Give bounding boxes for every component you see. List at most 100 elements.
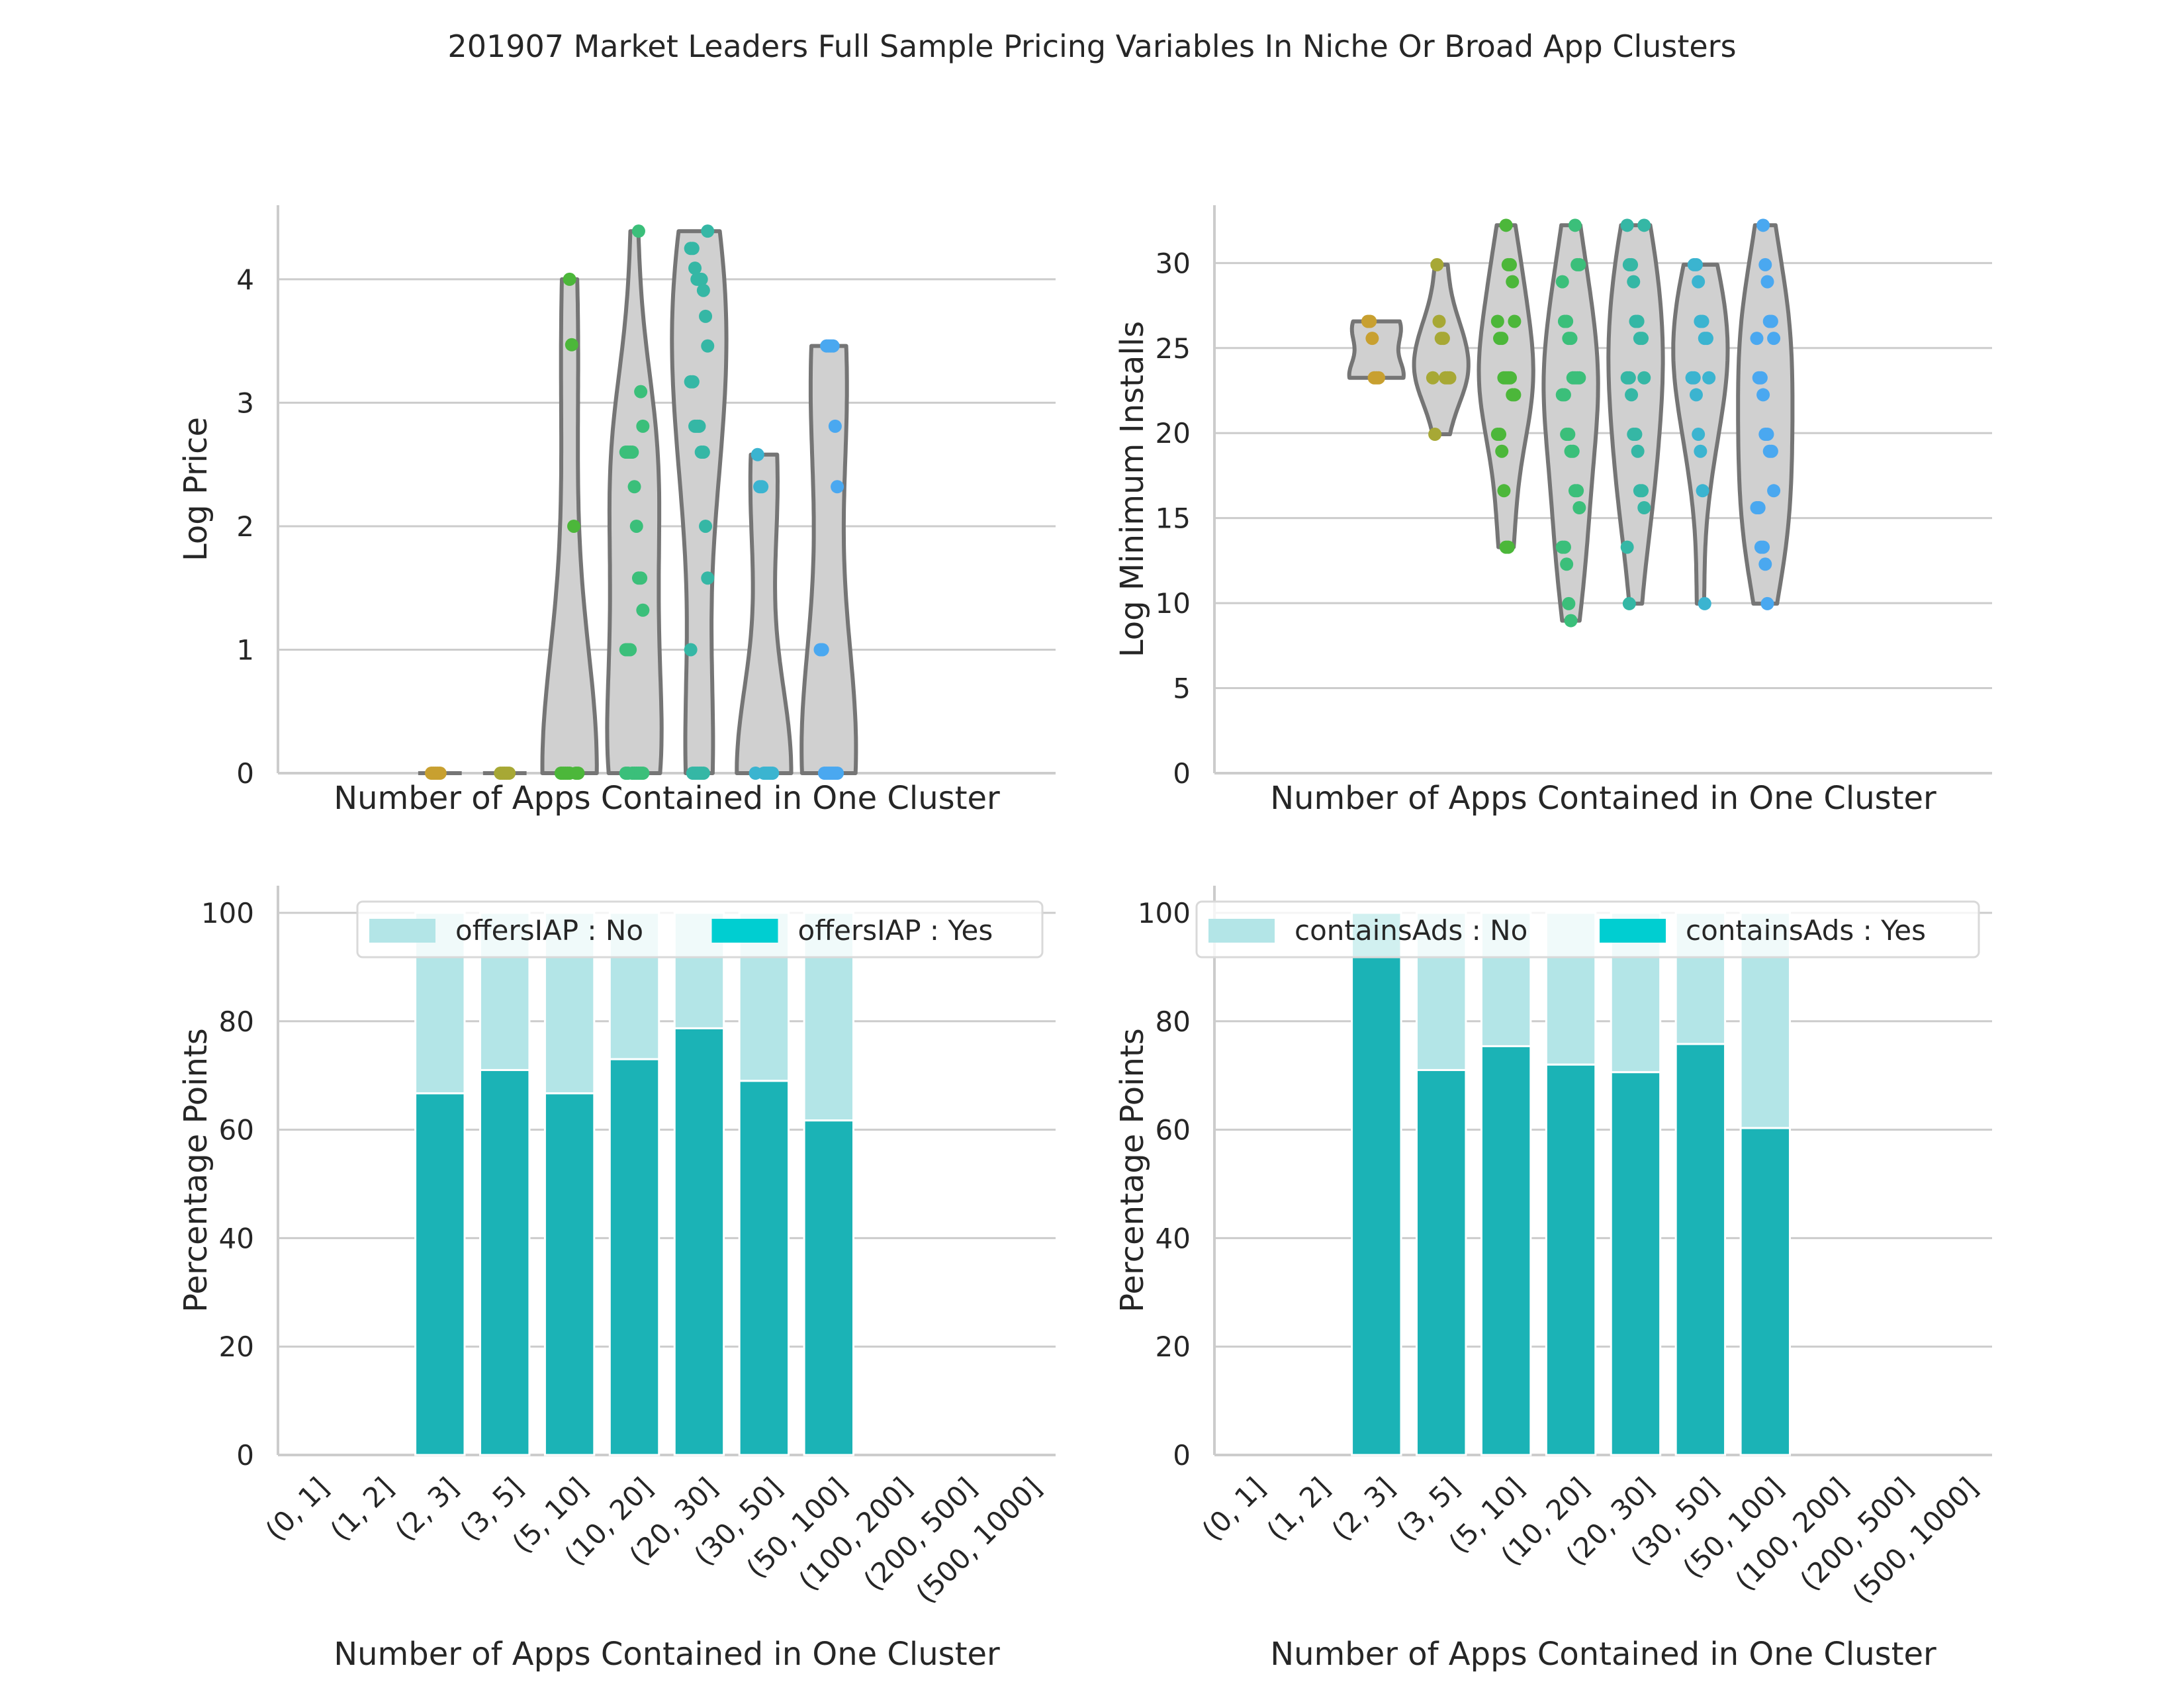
- data-point: [694, 272, 708, 286]
- data-point: [1758, 258, 1772, 271]
- violin-group: [482, 767, 527, 780]
- data-point: [1692, 428, 1706, 442]
- x-axis-label: Number of Apps Contained in One Cluster: [334, 780, 1000, 817]
- violin-body: [605, 229, 664, 775]
- legend-frame: [356, 900, 1044, 959]
- bar-segment-yes: [543, 1092, 596, 1456]
- y-tick-label: 15: [1156, 502, 1191, 535]
- data-point: [631, 224, 645, 238]
- y-tick-label: 0: [1173, 1439, 1191, 1472]
- data-point: [1756, 540, 1770, 554]
- data-point: [1443, 371, 1457, 385]
- data-point: [831, 767, 844, 780]
- y-tick-label: 20: [219, 1331, 254, 1363]
- x-axis-label: Number of Apps Contained in One Cluster: [1270, 1636, 1936, 1673]
- y-tick-label: 20: [1156, 1331, 1191, 1363]
- data-point: [1756, 218, 1770, 232]
- data-point: [1365, 332, 1379, 346]
- y-axis-label: Percentage Points: [177, 1028, 214, 1312]
- data-point: [1555, 275, 1569, 289]
- data-point: [815, 643, 829, 657]
- price-violin-panel: 0 1 2 3 4 Log Price Number of Apps Contained i…: [177, 205, 1056, 817]
- data-point: [1752, 501, 1766, 515]
- violin-body: [1347, 319, 1406, 380]
- data-point: [1562, 428, 1576, 442]
- data-point: [751, 447, 764, 461]
- data-point: [686, 375, 700, 389]
- data-point: [1694, 444, 1707, 458]
- data-point: [1568, 218, 1582, 232]
- figure-title: 201907 Market Leaders Full Sample Pricin…: [447, 28, 1736, 64]
- data-point: [1508, 314, 1522, 328]
- data-point: [1758, 557, 1772, 571]
- x-tick-label: (2, 3]: [388, 1471, 464, 1546]
- data-point: [1627, 275, 1641, 289]
- data-point: [684, 643, 698, 657]
- bar-segment-yes: [1739, 1127, 1791, 1456]
- y-axis-label: Log Price: [177, 417, 214, 561]
- data-point: [1767, 484, 1781, 498]
- data-point: [1620, 218, 1634, 232]
- data-point: [1497, 484, 1511, 498]
- data-point: [1622, 596, 1636, 610]
- y-axis-label: Percentage Points: [1114, 1028, 1151, 1312]
- data-point: [1363, 314, 1377, 328]
- data-point: [1637, 501, 1651, 515]
- data-point: [1436, 332, 1450, 346]
- legend-swatch: [1208, 919, 1275, 943]
- data-point: [1562, 596, 1576, 610]
- data-point: [1635, 332, 1649, 346]
- data-point: [636, 767, 650, 780]
- data-point: [433, 767, 447, 780]
- y-tick-label: 40: [1156, 1222, 1191, 1254]
- data-point: [634, 571, 648, 585]
- x-axis-label: Number of Apps Contained in One Cluster: [1270, 780, 1936, 817]
- data-point: [1750, 332, 1764, 346]
- legend-label: offersIAP : Yes: [798, 914, 993, 947]
- data-point: [1560, 557, 1574, 571]
- data-point: [636, 419, 650, 433]
- x-tick-label: (2, 3]: [1325, 1471, 1400, 1546]
- data-point: [636, 603, 650, 617]
- violin-group: [1736, 218, 1795, 610]
- violin-body: [1541, 223, 1600, 623]
- y-tick-label: 100: [201, 897, 254, 929]
- data-point: [634, 385, 648, 399]
- ads-bar-panel: 0 20 40 60 80 100 Percentage Points Number of A…: [1114, 886, 1992, 1673]
- data-point: [625, 445, 639, 459]
- data-point: [1495, 444, 1509, 458]
- data-point: [701, 339, 715, 353]
- data-point: [699, 309, 713, 323]
- data-point: [1501, 540, 1515, 554]
- data-point: [1764, 444, 1778, 458]
- data-point: [1620, 540, 1634, 554]
- bar-segment-yes: [1674, 1043, 1727, 1456]
- bar-segment-yes: [1610, 1071, 1662, 1456]
- bar-segment-yes: [1545, 1063, 1597, 1456]
- violin-group: [418, 767, 462, 780]
- data-point: [831, 480, 844, 494]
- data-point: [1700, 332, 1713, 346]
- data-point: [688, 261, 702, 275]
- data-point: [828, 419, 842, 433]
- data-point: [1566, 444, 1580, 458]
- legend-label: offersIAP : No: [455, 914, 643, 947]
- data-point: [1692, 275, 1706, 289]
- data-point: [1637, 218, 1651, 232]
- data-point: [1696, 314, 1709, 328]
- y-tick-label: 80: [1156, 1006, 1191, 1038]
- data-point: [686, 242, 700, 256]
- bar-segment-yes: [803, 1119, 855, 1456]
- y-tick-label: 25: [1156, 332, 1191, 365]
- data-point: [1689, 258, 1703, 271]
- data-point: [1564, 332, 1578, 346]
- data-point: [696, 767, 710, 780]
- data-point: [1625, 388, 1639, 402]
- data-point: [699, 519, 713, 533]
- bar-segment-yes: [414, 1092, 466, 1456]
- legend: offersIAP : No offersIAP : Yes: [356, 900, 1044, 959]
- data-point: [696, 283, 710, 297]
- violin-body: [670, 229, 729, 775]
- data-point: [1557, 540, 1571, 554]
